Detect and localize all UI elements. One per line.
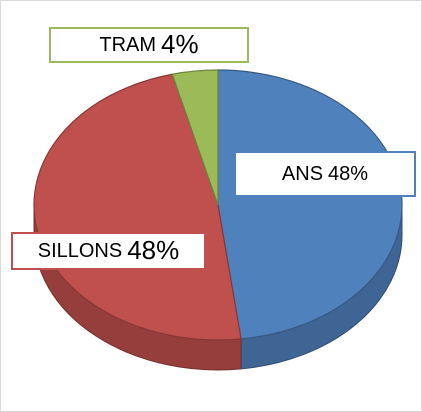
data-label: TRAM 4% (99, 29, 198, 59)
data-label: ANS 48% (282, 163, 368, 185)
label-box (49, 27, 249, 63)
label-box (11, 232, 206, 270)
pie (33, 69, 403, 371)
label-box (234, 151, 416, 197)
data-label: SILLONS 48% (38, 235, 180, 265)
label-value: 48% (328, 163, 368, 185)
label-category: ANS (282, 163, 323, 185)
labels: ANS 48%SILLONS 48%TRAM 4% (11, 27, 416, 270)
pie-slice (33, 73, 242, 341)
label-category: SILLONS (38, 240, 122, 262)
label-category: TRAM (99, 34, 156, 56)
label-value: 48% (127, 235, 179, 265)
label-value: 4% (161, 29, 199, 59)
pie-slice (171, 69, 219, 206)
